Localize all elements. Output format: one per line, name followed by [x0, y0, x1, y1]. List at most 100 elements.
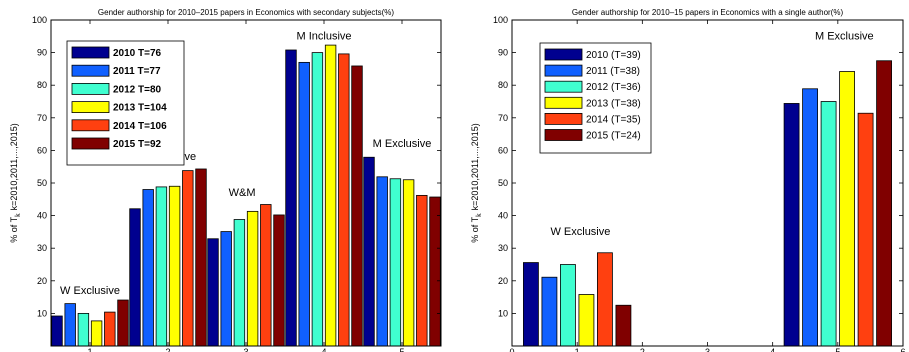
y-tick-label: 30 — [37, 243, 47, 253]
legend-entry-1: 2010 T=76 — [113, 48, 162, 59]
bar-3-5 — [260, 204, 272, 347]
bar-5-4 — [402, 179, 415, 347]
bar-3-6 — [273, 214, 285, 347]
bar-1-3 — [77, 312, 90, 347]
bar-2-3 — [155, 186, 168, 347]
chart-1: Gender authorship for 2010–2015 papers i… — [9, 8, 442, 352]
legend-entry-6: 2015 (T=24) — [586, 131, 641, 142]
x-tick-label: 2 — [640, 347, 645, 352]
x-tick-label: 5 — [399, 347, 404, 352]
bar-1-1 — [51, 315, 63, 347]
bar-1-6 — [615, 304, 632, 347]
x-tick-label: 0 — [509, 347, 514, 352]
bar-3-3 — [233, 219, 246, 347]
legend-swatch-4 — [544, 96, 583, 109]
x-tick-label: 2 — [165, 347, 170, 352]
bar-2-4 — [168, 185, 181, 347]
x-tick-label: 4 — [770, 347, 775, 352]
y-tick-label: 10 — [37, 308, 47, 318]
y-axis-label-subscript: k — [15, 213, 22, 217]
legend-entry-5: 2014 (T=35) — [586, 114, 641, 125]
annotation-label: M Exclusive — [815, 31, 874, 43]
y-tick-label: 90 — [498, 48, 508, 58]
y-tick-label: 60 — [498, 145, 508, 155]
bar-4-2 — [298, 61, 310, 347]
legend-swatch-4 — [71, 101, 110, 113]
bar-3-4 — [246, 210, 259, 347]
y-tick-label: 100 — [493, 15, 508, 25]
y-axis-label-subscript: k — [476, 213, 483, 217]
legend-entry-3: 2012 (T=36) — [586, 82, 641, 93]
bar-1-4 — [578, 294, 595, 347]
y-tick-label: 40 — [498, 211, 508, 221]
bar-2-6 — [195, 168, 207, 347]
bar-1-2 — [64, 303, 76, 347]
bar-1-4 — [90, 320, 103, 347]
y-axis-label: % of Tk k=2010,2011,...,2015) — [470, 123, 483, 243]
legend-entry-5: 2014 T=106 — [113, 121, 167, 132]
legend-swatch-1 — [544, 48, 583, 61]
y-axis-label: % of Tk k=2010,2011,...,2015) — [9, 123, 22, 243]
legend-swatch-2 — [71, 64, 110, 77]
chart-title: Gender authorship for 2010–15 papers in … — [572, 8, 844, 17]
bar-5-1 — [363, 156, 375, 347]
bar-4-1 — [285, 49, 297, 347]
y-tick-label: 70 — [37, 113, 47, 123]
bar-5-6 — [876, 60, 892, 347]
bar-2-5 — [182, 170, 194, 347]
y-tick-label: 100 — [32, 15, 47, 25]
x-tick-label: 5 — [835, 347, 840, 352]
y-axis-label-main: % of T — [470, 216, 480, 242]
bar-4-4 — [324, 44, 337, 347]
bar-1-6 — [117, 299, 129, 347]
y-tick-label: 10 — [498, 308, 508, 318]
y-axis-label-range: k=2010,2011,...,2015) — [470, 123, 480, 210]
legend-entry-2: 2011 (T=38) — [586, 66, 640, 77]
chart-title: Gender authorship for 2010–2015 papers i… — [98, 8, 395, 17]
bar-3-2 — [220, 231, 232, 347]
y-tick-label: 90 — [37, 48, 47, 58]
bar-5-6 — [429, 196, 441, 347]
y-tick-label: 80 — [37, 80, 47, 90]
annotation-label: W Exclusive — [550, 226, 610, 238]
bar-5-3 — [820, 101, 837, 347]
bar-5-2 — [376, 176, 388, 347]
bar-5-1 — [783, 103, 800, 347]
bar-2-2 — [142, 189, 154, 347]
x-tick-label: 1 — [575, 347, 580, 352]
y-tick-label: 60 — [37, 145, 47, 155]
legend-swatch-2 — [544, 64, 583, 77]
y-axis-label-main: % of T — [9, 216, 19, 242]
annotation-label: M Inclusive — [296, 31, 351, 43]
bar-4-6 — [351, 65, 363, 347]
legend-swatch-3 — [544, 80, 583, 93]
bar-5-4 — [839, 71, 855, 347]
legend-entry-4: 2013 (T=38) — [586, 98, 641, 109]
legend-entry-2: 2011 T=77 — [113, 66, 161, 77]
y-tick-label: 80 — [498, 80, 508, 90]
bar-3-1 — [207, 238, 219, 347]
chart-2: Gender authorship for 2010–15 papers in … — [470, 8, 906, 352]
bar-4-5 — [338, 53, 350, 347]
bar-1-2 — [541, 276, 558, 347]
bar-5-3 — [389, 178, 402, 347]
legend: 2010 (T=39) 2011 (T=38) 2012 (T=36) 2013 (T… — [539, 42, 652, 154]
annotation-label: W Exclusive — [60, 285, 120, 297]
legend-swatch-5 — [71, 119, 110, 132]
bar-2-1 — [129, 208, 141, 347]
legend-entry-6: 2015 T=92 — [113, 139, 162, 150]
y-tick-label: 70 — [498, 113, 508, 123]
legend-swatch-5 — [544, 113, 583, 125]
legend-entry-4: 2013 T=104 — [113, 103, 167, 114]
x-tick-label: 3 — [705, 347, 710, 352]
annotation-label: W&M — [229, 187, 256, 199]
y-tick-label: 40 — [37, 211, 47, 221]
x-tick-label: 3 — [243, 347, 248, 352]
legend-entry-3: 2012 T=80 — [113, 84, 162, 95]
legend-swatch-6 — [544, 129, 583, 141]
x-tick-label: 1 — [87, 347, 92, 352]
bar-1-5 — [597, 252, 613, 347]
y-tick-label: 30 — [498, 243, 508, 253]
legend-swatch-3 — [71, 83, 110, 95]
